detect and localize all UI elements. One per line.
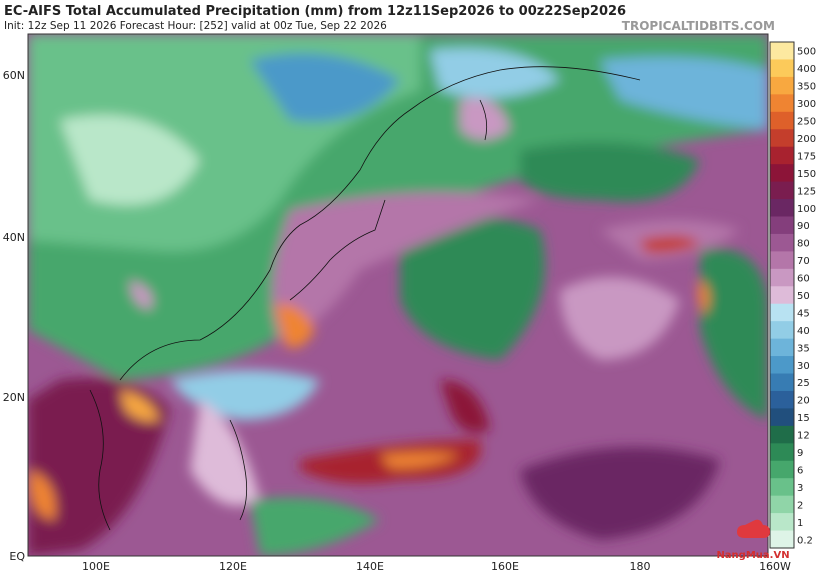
colorbar-swatch: [770, 129, 794, 148]
colorbar-swatch: [770, 76, 794, 95]
colorbar-label: 15: [797, 413, 810, 424]
colorbar-swatch: [770, 251, 794, 270]
colorbar-label: 90: [797, 221, 810, 232]
colorbar-swatch: [770, 321, 794, 340]
colorbar-label: 150: [797, 169, 816, 180]
colorbar-label: 60: [797, 274, 810, 285]
colorbar-swatch: [770, 268, 794, 287]
colorbar-swatch: [770, 443, 794, 462]
colorbar-swatch: [770, 530, 794, 549]
watermark: NangMua.VN: [716, 519, 790, 561]
colorbar-swatch: [770, 408, 794, 427]
lat-label: EQ: [9, 550, 25, 563]
colorbar-label: 250: [797, 117, 816, 128]
colorbar-swatch: [770, 356, 794, 375]
colorbar-label: 35: [797, 343, 810, 354]
colorbar-label: 400: [797, 64, 816, 75]
colorbar-label: 2: [797, 500, 803, 511]
colorbar-label: 1: [797, 518, 803, 529]
colorbar-swatch: [770, 94, 794, 113]
map-frame: [27, 33, 769, 557]
colorbar-swatch: [770, 513, 794, 532]
colorbar-label: 45: [797, 308, 810, 319]
colorbar-label: 20: [797, 396, 810, 407]
colorbar-swatch: [770, 478, 794, 497]
colorbar-swatch: [770, 199, 794, 217]
colorbar-swatch: [770, 303, 794, 322]
colorbar-swatch: [770, 216, 794, 235]
colorbar-swatch: [770, 338, 794, 357]
colorbar-label: 125: [797, 186, 816, 197]
colorbar-swatch: [770, 233, 794, 252]
colorbar-swatch: [770, 181, 794, 200]
colorbar-swatch: [770, 460, 794, 479]
colorbar-swatch: [770, 42, 794, 60]
lat-label: 60N: [3, 69, 25, 82]
lon-label: 120E: [219, 560, 247, 573]
colorbar-label: 500: [797, 47, 816, 58]
subtitle: Init: 12z Sep 11 2026 Forecast Hour: [25…: [4, 20, 387, 32]
colorbar-label: 30: [797, 361, 810, 372]
colorbar: 5004003503002502001751501251009080706050…: [769, 41, 816, 549]
colorbar-frame: [769, 41, 795, 549]
lat-label: 20N: [3, 391, 25, 404]
colorbar-label: 300: [797, 99, 816, 110]
colorbar-label: 350: [797, 82, 816, 93]
lat-label: 40N: [3, 231, 25, 244]
colorbar-swatch: [770, 286, 794, 305]
colorbar-swatch: [770, 390, 794, 409]
colorbar-label: 80: [797, 239, 810, 250]
colorbar-swatch: [770, 146, 794, 165]
colorbar-swatch: [770, 425, 794, 444]
colorbar-label: 0.2: [797, 535, 813, 546]
coastlines: [89, 66, 641, 531]
colorbar-swatch: [770, 495, 794, 514]
axis-labels: 60N 40N 20N EQ 100E 120E 140E 160E 180 160W: [3, 69, 791, 573]
title: EC-AIFS Total Accumulated Precipitation …: [4, 4, 626, 19]
lon-label: 160W: [759, 560, 791, 573]
colorbar-label: 100: [797, 204, 816, 215]
precip-field: [28, 34, 768, 556]
colorbar-label: 40: [797, 326, 810, 337]
colorbar-label: 12: [797, 431, 810, 442]
colorbar-swatch: [770, 164, 794, 183]
colorbar-label: 70: [797, 256, 810, 267]
lon-label: 180: [630, 560, 651, 573]
colorbar-label: 6: [797, 465, 803, 476]
site-name: TROPICALTIDBITS.COM: [622, 19, 775, 33]
lon-label: 100E: [82, 560, 110, 573]
colorbar-label: 9: [797, 448, 803, 459]
colorbar-swatch: [770, 59, 794, 78]
colorbar-label: 50: [797, 291, 810, 302]
colorbar-label: 175: [797, 151, 816, 162]
colorbar-swatch: [770, 373, 794, 392]
colorbar-label: 200: [797, 134, 816, 145]
colorbar-label: 3: [797, 483, 803, 494]
colorbar-label: 25: [797, 378, 810, 389]
watermark-text: NangMua.VN: [716, 550, 789, 561]
lon-label: 160E: [491, 560, 519, 573]
lon-label: 140E: [356, 560, 384, 573]
colorbar-swatch: [770, 111, 794, 130]
